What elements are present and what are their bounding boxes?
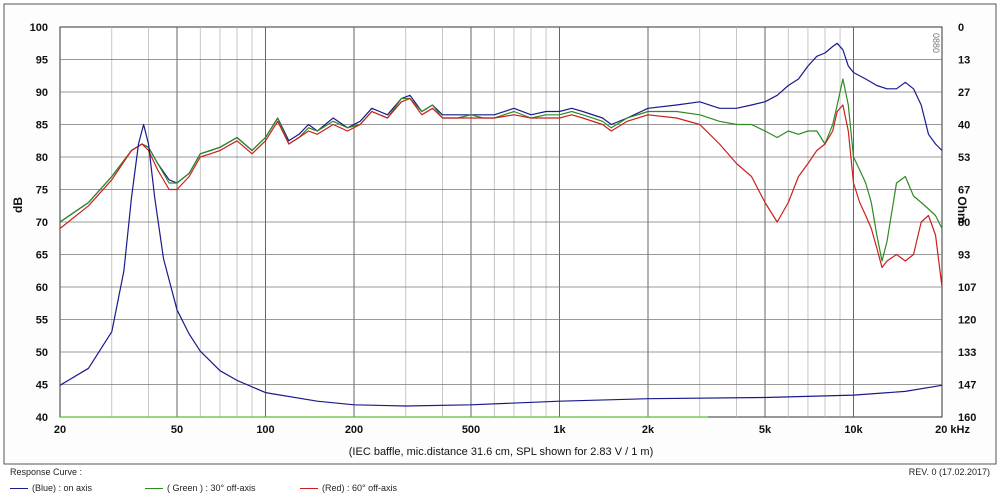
y-tick-label-left: 95	[36, 55, 48, 67]
y-tick-label-right: 0	[958, 22, 964, 34]
x-tick-label: 10k	[844, 424, 863, 436]
legend-item-blue: (Blue) : on axis	[10, 483, 92, 493]
y-tick-label-right: 40	[958, 120, 970, 132]
y-tick-label-left: 100	[30, 22, 48, 34]
y-tick-label-left: 40	[36, 412, 48, 424]
legend-label-green: ( Green ) : 30° off-axis	[167, 483, 256, 493]
y-tick-label-right: 120	[958, 315, 976, 327]
x-tick-label: 100	[256, 424, 274, 436]
y-tick-label-left: 60	[36, 282, 48, 294]
legend-label-blue: (Blue) : on axis	[32, 483, 93, 493]
y-tick-label-right: 13	[958, 55, 970, 67]
y-tick-label-right: 67	[958, 185, 970, 197]
series-line-impedance	[59, 123, 943, 407]
y-tick-label-right: 107	[958, 282, 976, 294]
legend-swatch-green	[145, 488, 163, 490]
y-tick-label-right: 93	[958, 250, 970, 262]
x-tick-label: 20	[54, 424, 66, 436]
y-tick-label-left: 70	[36, 217, 48, 229]
series-line-30-off-axis	[59, 78, 943, 262]
x-tick-label: 1k	[553, 424, 566, 436]
x-tick-label: 50	[171, 424, 183, 436]
x-tick-label: 200	[345, 424, 363, 436]
y-tick-label-left: 50	[36, 347, 48, 359]
frequency-response-chart: 20 50 100 200 500 1k 2k 5k 10k 20 kHz100959085807…	[3, 3, 997, 465]
y-tick-label-right: 147	[958, 380, 976, 392]
legend-item-red: (Red) : 60° off-axis	[300, 483, 397, 493]
legend-swatch-red	[300, 488, 318, 490]
y-tick-label-right: 53	[958, 152, 970, 164]
legend-label-red: (Red) : 60° off-axis	[322, 483, 397, 493]
y-tick-label-right: 160	[958, 412, 976, 424]
y-tick-label-left: 90	[36, 87, 48, 99]
x-tick-label: 5k	[759, 424, 772, 436]
x-tick-label: 2k	[642, 424, 655, 436]
y-tick-label-left: 75	[36, 185, 48, 197]
watermark-code: 0880	[931, 33, 941, 53]
x-tick-label: 20 kHz	[935, 424, 970, 436]
series-line-60-off-axis	[59, 97, 943, 288]
y-tick-label-right: 133	[958, 347, 976, 359]
y-tick-label-right: 80	[958, 217, 970, 229]
series-group	[59, 42, 943, 418]
legend-item-green: ( Green ) : 30° off-axis	[145, 483, 255, 493]
x-tick-label: 500	[462, 424, 480, 436]
y-tick-label-left: 55	[36, 315, 48, 327]
chart-caption: (IEC baffle, mic.distance 31.6 cm, SPL s…	[349, 446, 653, 458]
response-curve-label: Response Curve :	[10, 467, 83, 477]
y-tick-label-left: 65	[36, 250, 48, 262]
y-tick-label-left: 80	[36, 152, 48, 164]
y-tick-label-right: 27	[958, 87, 970, 99]
revision-label: REV. 0 (17.02.2017)	[908, 467, 990, 477]
legend-swatch-blue	[10, 488, 28, 490]
y-tick-label-left: 85	[36, 120, 48, 132]
y-tick-label-left: 45	[36, 380, 48, 392]
y-axis-right-title: Ohm	[955, 196, 969, 223]
tick-labels: 20 50 100 200 500 1k 2k 5k 10k 20 kHz100959085807…	[30, 22, 977, 436]
y-axis-left-title: dB	[11, 197, 25, 213]
